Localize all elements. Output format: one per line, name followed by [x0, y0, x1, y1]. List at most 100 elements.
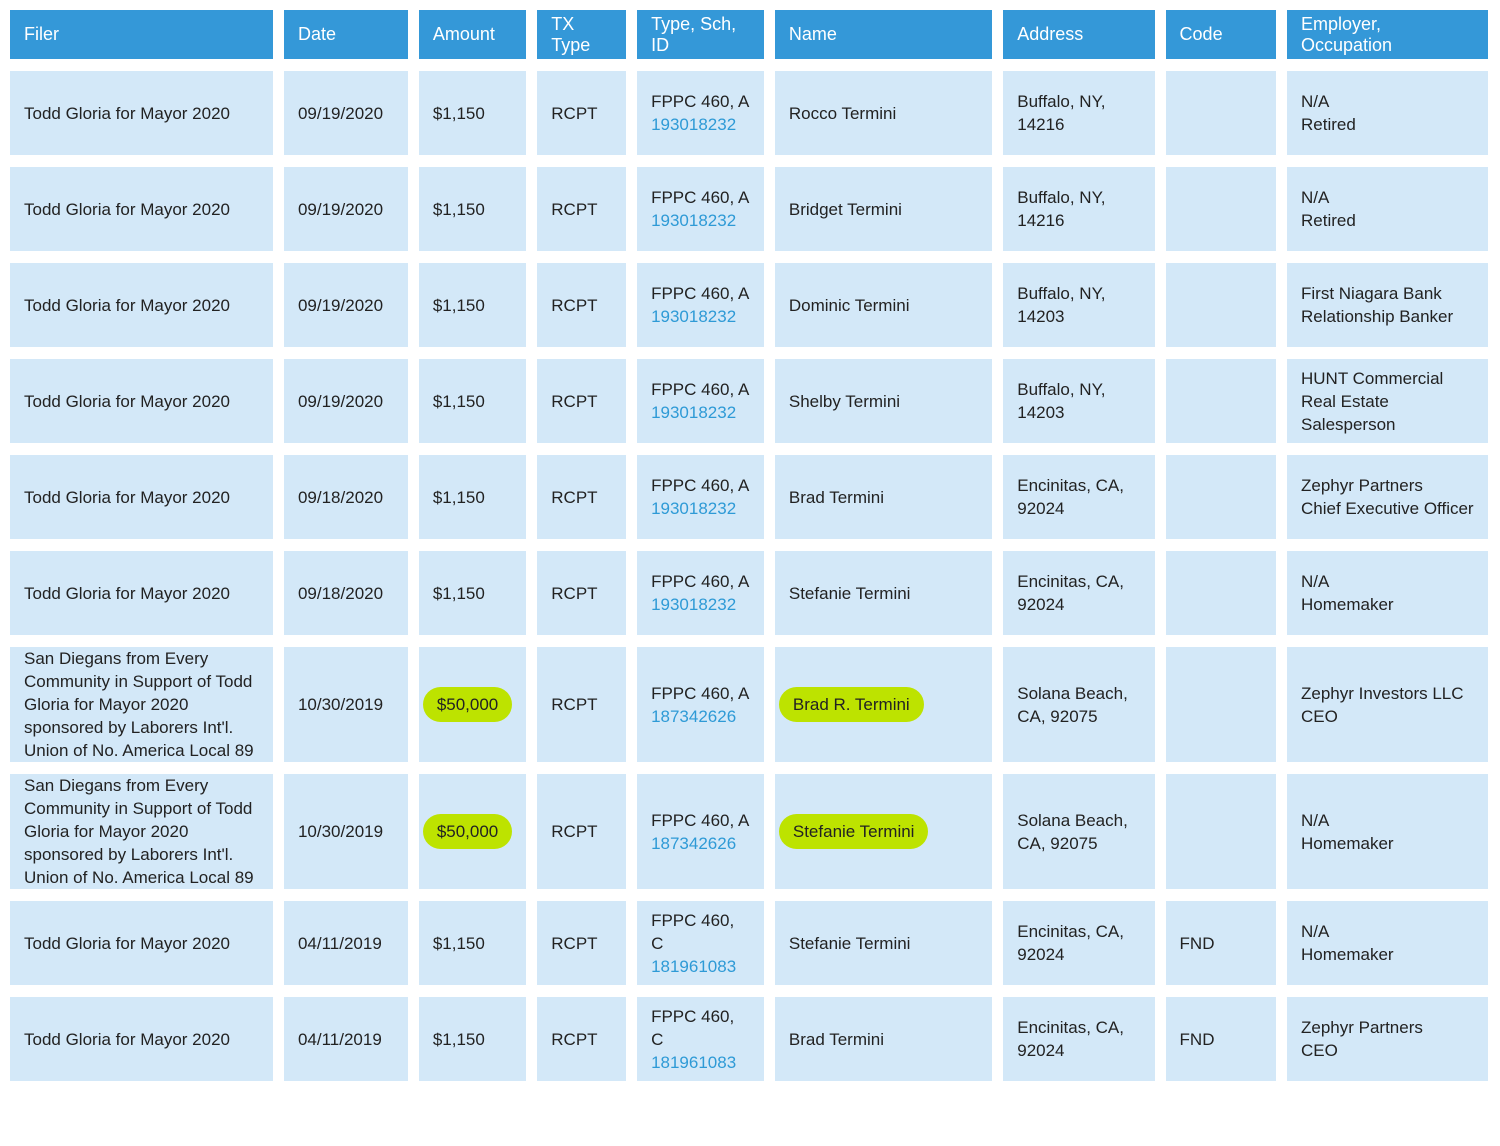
amount: $1,150	[432, 583, 485, 603]
filer-cell: Todd Gloria for Mayor 2020	[10, 997, 273, 1081]
address-cell: Solana Beach, CA, 92075	[1003, 774, 1155, 889]
column-header: Amount	[418, 10, 527, 59]
column-header: Name	[774, 10, 993, 59]
code: FND	[1179, 1029, 1215, 1049]
date-cell: 09/19/2020	[283, 359, 408, 443]
id-line: 193018232	[651, 401, 750, 424]
occupation: CEO	[1301, 1041, 1338, 1060]
address-cell: Encinitas, CA, 92024	[1003, 551, 1155, 635]
employer: N/A	[1301, 572, 1330, 591]
name: Brad Termini	[788, 487, 884, 507]
filing-id-link[interactable]: 181961083	[651, 956, 737, 976]
filing-id-link[interactable]: 193018232	[651, 115, 737, 134]
code-cell	[1165, 455, 1276, 539]
table-row: Todd Gloria for Mayor 2020 09/19/2020 $1,1…	[10, 167, 1488, 251]
type-sch: FPPC 460, A	[651, 92, 750, 111]
occupation: Homemaker	[1301, 595, 1394, 614]
amount: $1,150	[432, 1029, 485, 1049]
filing-id-link[interactable]: 193018232	[651, 211, 737, 230]
employer-cell: Zephyr Partners CEO	[1287, 997, 1488, 1081]
address-cell: Encinitas, CA, 92024	[1003, 997, 1155, 1081]
type-sch-id-cell: FPPC 460, A 193018232	[637, 71, 764, 155]
employer-cell: N/A Homemaker	[1287, 551, 1488, 635]
employer-cell: N/A Retired	[1287, 167, 1488, 251]
column-header: Employer, Occupation	[1287, 10, 1488, 59]
tx-type-cell: RCPT	[537, 71, 627, 155]
name: Brad R. Termini	[778, 687, 924, 722]
tx-type-cell: RCPT	[537, 263, 627, 347]
filer-cell: San Diegans from Every Community in Supp…	[10, 647, 273, 762]
filer-cell: Todd Gloria for Mayor 2020	[10, 263, 273, 347]
name-cell: Stefanie Termini	[774, 901, 993, 985]
occupation: Chief Executive Officer	[1301, 499, 1474, 518]
column-header: Code	[1165, 10, 1276, 59]
occupation: Relationship Banker	[1301, 307, 1454, 326]
type-sch-id-cell: FPPC 460, A 193018232	[637, 551, 764, 635]
table-row: Todd Gloria for Mayor 2020 09/19/2020 $1,1…	[10, 71, 1488, 155]
filing-id-link[interactable]: 193018232	[651, 499, 737, 518]
type-sch: FPPC 460, A	[651, 572, 750, 591]
code-cell	[1165, 167, 1276, 251]
address-cell: Buffalo, NY, 14203	[1003, 359, 1155, 443]
amount-cell: $1,150	[418, 455, 527, 539]
code-cell	[1165, 263, 1276, 347]
filing-id-link[interactable]: 193018232	[651, 307, 737, 326]
code-cell	[1165, 774, 1276, 889]
date-cell: 09/19/2020	[283, 71, 408, 155]
employer: N/A	[1301, 188, 1330, 207]
date-cell: 09/19/2020	[283, 263, 408, 347]
table-row: San Diegans from Every Community in Supp…	[10, 774, 1488, 889]
filing-id-link[interactable]: 193018232	[651, 595, 737, 614]
filing-id-link[interactable]: 193018232	[651, 403, 737, 422]
amount: $1,150	[432, 103, 485, 123]
employer: N/A	[1301, 92, 1330, 111]
filer-cell: Todd Gloria for Mayor 2020	[10, 71, 273, 155]
filing-id-link[interactable]: 181961083	[651, 1052, 737, 1072]
table-body: Todd Gloria for Mayor 2020 09/19/2020 $1,1…	[10, 71, 1488, 1081]
filing-id-link[interactable]: 187342626	[651, 833, 737, 853]
tx-type-cell: RCPT	[537, 167, 627, 251]
code: FND	[1179, 933, 1215, 953]
filer-cell: Todd Gloria for Mayor 2020	[10, 359, 273, 443]
code-cell: FND	[1165, 997, 1276, 1081]
table-row: Todd Gloria for Mayor 2020 09/19/2020 $1,1…	[10, 359, 1488, 443]
name-cell: Brad Termini	[774, 997, 993, 1081]
amount: $1,150	[432, 199, 485, 219]
id-line: 187342626	[651, 832, 750, 855]
amount: $1,150	[432, 933, 485, 953]
type-sch-id-cell: FPPC 460, A 193018232	[637, 455, 764, 539]
type-sch-id-cell: FPPC 460, A 187342626	[637, 647, 764, 762]
amount-cell: $1,150	[418, 167, 527, 251]
type-sch: FPPC 460, C	[651, 910, 735, 953]
employer-cell: First Niagara Bank Relationship Banker	[1287, 263, 1488, 347]
employer-cell: N/A Retired	[1287, 71, 1488, 155]
tx-type-cell: RCPT	[537, 647, 627, 762]
employer: Zephyr Partners	[1301, 1018, 1423, 1037]
code-cell	[1165, 359, 1276, 443]
amount-cell: $1,150	[418, 263, 527, 347]
employer: Zephyr Partners	[1301, 476, 1423, 495]
type-sch-id-cell: FPPC 460, C 181961083	[637, 901, 764, 985]
employer-cell: N/A Homemaker	[1287, 901, 1488, 985]
amount: $1,150	[432, 295, 485, 315]
type-sch: FPPC 460, A	[651, 683, 750, 703]
filing-id-link[interactable]: 187342626	[651, 706, 737, 726]
address-cell: Buffalo, NY, 14216	[1003, 71, 1155, 155]
type-sch: FPPC 460, A	[651, 810, 750, 830]
id-line: 181961083	[651, 955, 750, 978]
amount-cell: $1,150	[418, 901, 527, 985]
type-sch: FPPC 460, A	[651, 284, 750, 303]
employer: Zephyr Investors LLC	[1301, 683, 1464, 703]
code-cell	[1165, 71, 1276, 155]
table-row: Todd Gloria for Mayor 2020 09/19/2020 $1,1…	[10, 263, 1488, 347]
id-line: 193018232	[651, 209, 750, 232]
table-row: Todd Gloria for Mayor 2020 09/18/2020 $1,1…	[10, 551, 1488, 635]
date-cell: 10/30/2019	[283, 647, 408, 762]
amount-cell: $1,150	[418, 551, 527, 635]
type-sch: FPPC 460, A	[651, 476, 750, 495]
employer: N/A	[1301, 810, 1330, 830]
tx-type-cell: RCPT	[537, 997, 627, 1081]
address-cell: Buffalo, NY, 14216	[1003, 167, 1155, 251]
type-sch: FPPC 460, A	[651, 188, 750, 207]
